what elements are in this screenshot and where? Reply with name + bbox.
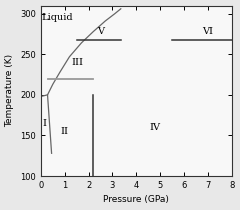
X-axis label: Pressure (GPa): Pressure (GPa) <box>103 196 169 205</box>
Y-axis label: Temperature (K): Temperature (K) <box>6 54 15 127</box>
Text: III: III <box>72 58 84 67</box>
Text: Liquid: Liquid <box>42 13 73 22</box>
Text: IV: IV <box>150 123 161 132</box>
Text: VI: VI <box>202 27 213 36</box>
Text: V: V <box>97 27 104 36</box>
Text: I: I <box>42 119 46 128</box>
Text: II: II <box>61 127 69 136</box>
